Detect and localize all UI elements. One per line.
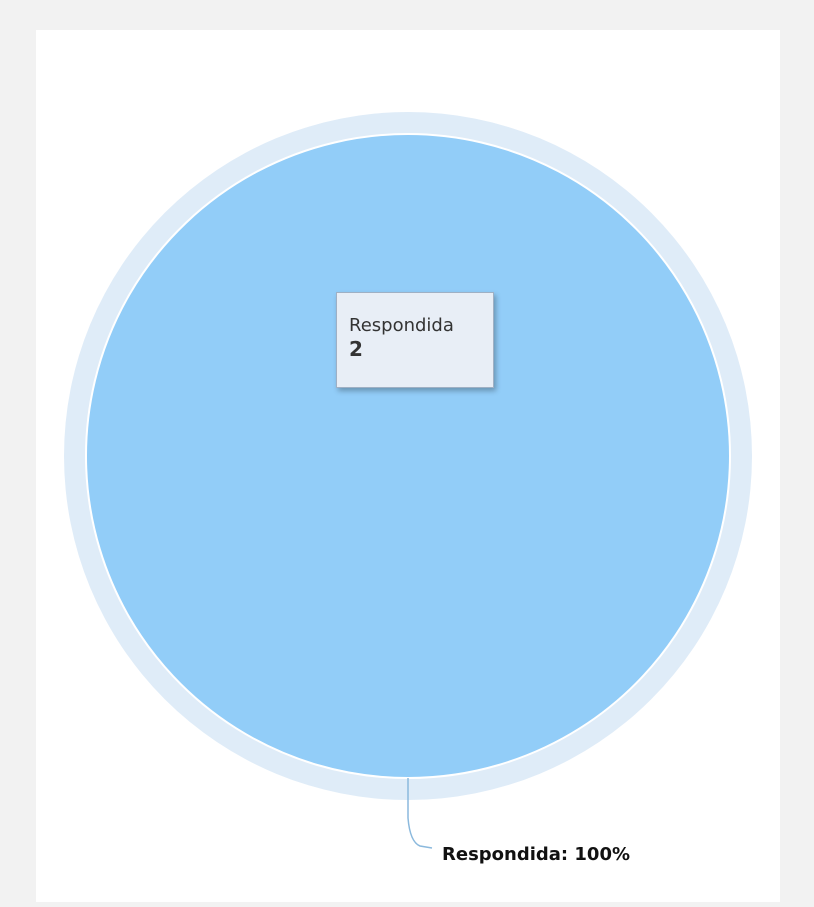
- data-label-connector: [407, 778, 433, 849]
- tooltip-value: 2: [349, 337, 363, 361]
- pie-chart: Respondida: 100%: [64, 112, 752, 865]
- data-label-respondida: Respondida: 100%: [442, 844, 630, 865]
- tooltip: Respondida 2: [336, 292, 494, 388]
- chart-panel: Respondida: 100% Respondida 2: [36, 30, 780, 902]
- tooltip-series-name: Respondida: [349, 315, 454, 336]
- pie-slice-respondida[interactable]: [84, 133, 731, 779]
